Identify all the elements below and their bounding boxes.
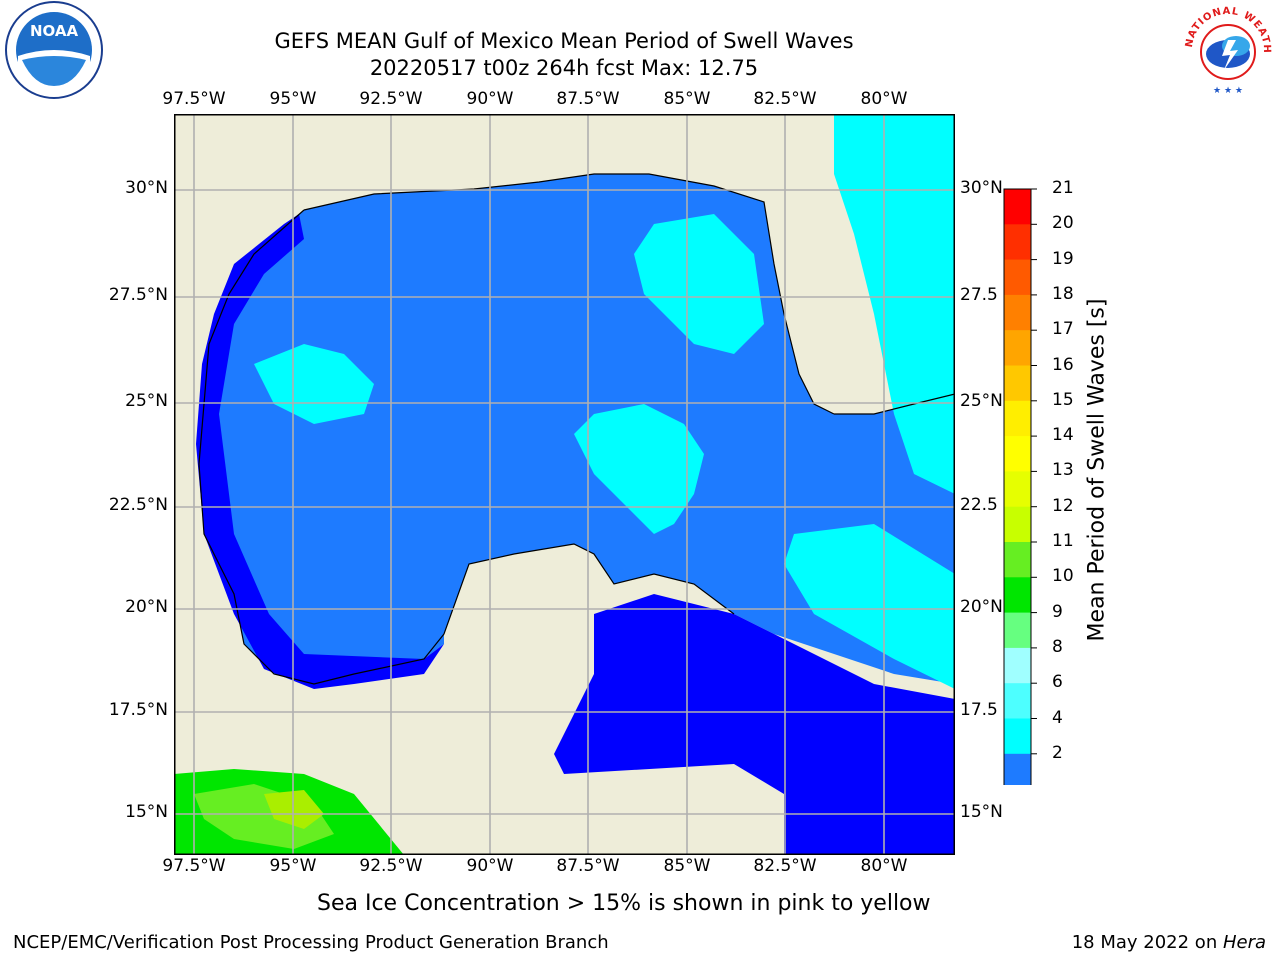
ocean-swell-4-6-northeast [634, 214, 764, 354]
lat-label-right: 17.5 [960, 700, 998, 720]
lat-label-right: 25°N [960, 391, 1003, 411]
lon-label-top: 95°W [269, 89, 317, 109]
lat-label-right: 20°N [960, 597, 1003, 617]
lon-label-bottom: 82.5°W [753, 856, 817, 876]
lon-label-top: 85°W [663, 89, 711, 109]
lon-label-bottom: 87.5°W [556, 856, 620, 876]
lon-label-bottom: 90°W [466, 856, 514, 876]
ocean-swell-2-4 [199, 174, 955, 684]
ocean-swell-below-2-caribbean [554, 594, 955, 855]
colorbar-tick-label: 21 [1052, 178, 1074, 198]
lon-label-top: 82.5°W [753, 89, 817, 109]
colorbar-segment [1004, 330, 1031, 366]
noaa-logo-text: NOAA [30, 22, 79, 40]
pacific-swell-12-13 [264, 790, 324, 829]
colorbar-segment [1004, 400, 1031, 437]
colorbar-tick-label: 15 [1052, 389, 1074, 410]
lat-label-right: 27.5 [960, 285, 998, 305]
lon-label-bottom: 80°W [860, 856, 908, 876]
colorbar-tick-label: 17 [1052, 319, 1074, 340]
lon-label-top: 87.5°W [556, 89, 620, 109]
footer-host: Hera [1222, 932, 1266, 953]
colorbar-segment [1004, 189, 1031, 225]
colorbar-segment [1004, 436, 1031, 472]
lat-label-left: 20°N [125, 597, 168, 617]
lon-label-bottom: 95°W [269, 856, 317, 876]
lat-label-right: 15°N [960, 802, 1003, 822]
ice-caption: Sea Ice Concentration > 15% is shown in … [317, 891, 931, 916]
lat-label-left: 30°N [125, 178, 168, 198]
lat-label-left: 22.5°N [108, 495, 168, 515]
map-title: GEFS MEAN Gulf of Mexico Mean Period of … [274, 29, 854, 53]
lon-label-top: 90°W [466, 89, 514, 109]
colorbar-tick-label: 11 [1052, 531, 1074, 551]
colorbar-tick-label: 19 [1052, 248, 1074, 269]
colorbar-segment [1004, 294, 1031, 331]
colorbar-tick-label: 6 [1052, 672, 1063, 693]
lon-label-top: 80°W [860, 89, 908, 109]
colorbar-segment [1004, 259, 1031, 296]
colorbar-segment [1004, 577, 1031, 614]
lat-label-right: 22.5 [960, 495, 998, 515]
colorbar-segment [1004, 224, 1031, 261]
ocean-swell-4-6-caribbean [784, 524, 955, 689]
ocean-swell-4-6-west [254, 344, 374, 424]
colorbar-segment [1004, 365, 1031, 402]
lon-label-top: 92.5°W [359, 89, 423, 109]
lon-label-top: 97.5°W [162, 89, 226, 109]
colorbar-segment [1004, 683, 1031, 719]
colorbar-tick-label: 16 [1052, 354, 1074, 375]
footer-branch: NCEP/EMC/Verification Post Processing Pr… [13, 932, 609, 953]
coastline [198, 173, 955, 685]
lat-label-left: 15°N [125, 802, 168, 822]
lat-label-left: 17.5°N [108, 700, 168, 720]
colorbar-segment [1004, 647, 1031, 684]
colorbar-segment [1004, 542, 1031, 578]
colorbar-segment [1004, 612, 1031, 649]
colorbar-label: Mean Period of Swell Waves [s] [1084, 298, 1110, 642]
lat-label-left: 27.5°N [108, 285, 168, 305]
colorbar-tick-label: 2 [1052, 742, 1063, 763]
colorbar-segment [1004, 471, 1031, 508]
colorbar-tick-label: 13 [1052, 460, 1074, 481]
svg-text:★ ★ ★: ★ ★ ★ [1213, 86, 1243, 96]
nws-logo: NATIONAL WEATHER SERVICE ★ ★ ★ [1178, 0, 1276, 98]
lon-label-bottom: 92.5°W [359, 856, 423, 876]
colorbar-segment [1004, 506, 1031, 543]
colorbar-tick-label: 14 [1052, 425, 1074, 446]
lon-label-bottom: 85°W [663, 856, 711, 876]
ocean-swell-4-6-central [574, 404, 704, 534]
lat-label-right: 30°N [960, 178, 1003, 198]
footer-date: 18 May 2022 on Hera [1072, 932, 1266, 953]
map-grid [174, 114, 955, 855]
map-panel [174, 114, 955, 855]
colorbar-tick-label: 8 [1052, 636, 1063, 657]
colorbar-segment [1004, 753, 1031, 785]
lon-label-bottom: 97.5°W [162, 856, 226, 876]
colorbar [1003, 188, 1037, 785]
colorbar-tick-label: 12 [1052, 495, 1074, 516]
colorbar-segment [1004, 718, 1031, 755]
noaa-logo: NOAA [5, 1, 103, 99]
colorbar-tick-label: 20 [1052, 213, 1074, 234]
ocean-swell-4-6-atlantic [834, 114, 955, 494]
map-subtitle: 20220517 t00z 264h fcst Max: 12.75 [369, 56, 759, 80]
footer-date-text: 18 May 2022 on [1071, 932, 1223, 953]
lat-label-left: 25°N [125, 391, 168, 411]
colorbar-tick-label: 9 [1052, 601, 1063, 622]
colorbar-tick-label: 10 [1052, 566, 1074, 587]
colorbar-tick-label: 4 [1052, 707, 1063, 728]
colorbar-tick-label: 18 [1052, 283, 1074, 304]
